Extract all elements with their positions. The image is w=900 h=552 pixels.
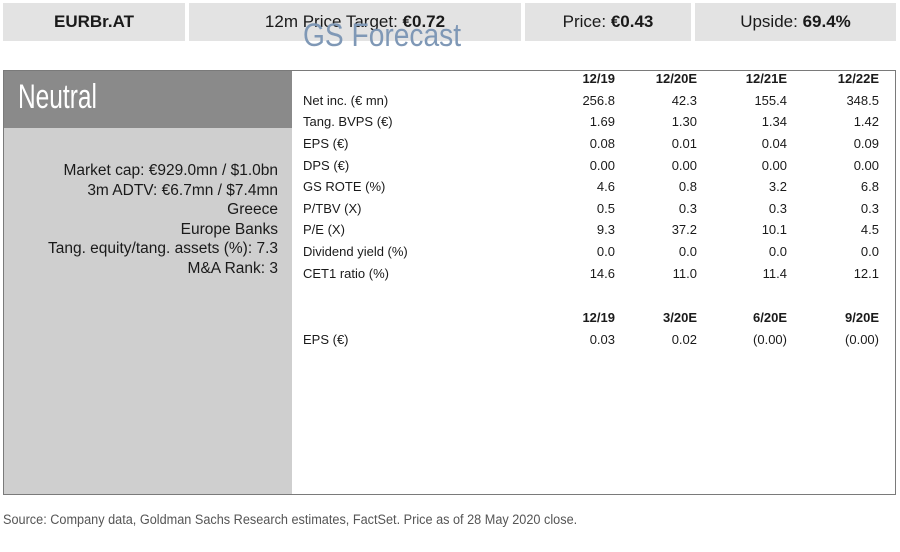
header-bar: EURBr.AT 12m Price Target: €0.72 Price: …: [3, 3, 896, 41]
table-cell: 0.0: [768, 244, 787, 260]
price-target-cell: 12m Price Target: €0.72: [189, 3, 521, 41]
table-row: P/TBV (X) 0.5 0.3 0.3 0.3: [303, 198, 879, 220]
price-target-value: €0.72: [402, 12, 446, 31]
table-header-row: 12/19 12/20E 12/21E 12/22E: [303, 68, 879, 90]
table-row: DPS (€) 0.00 0.00 0.00 0.00: [303, 154, 879, 176]
row-label: P/TBV (X): [303, 200, 362, 216]
table-cell: 0.8: [678, 179, 697, 195]
table-cell: 0.3: [768, 200, 787, 216]
table-cell: 12.1: [853, 265, 879, 281]
quarterly-forecast-table: 12/19 3/20E 6/20E 9/20E EPS (€) 0.03 0.02 (…: [303, 307, 879, 350]
table-cell: 0.00: [853, 157, 879, 173]
table-cell: 0.00: [761, 157, 787, 173]
column-header: 6/20E: [753, 310, 787, 326]
header-spacer: [303, 68, 513, 90]
table-cell: 0.5: [596, 200, 615, 216]
table-cell: 37.2: [671, 222, 697, 238]
table-cell: (0.00): [753, 331, 787, 347]
table-cell: 0.08: [589, 136, 615, 152]
table-cell: 1.34: [761, 114, 787, 130]
table-cell: 0.0: [678, 244, 697, 260]
column-header: 12/20E: [655, 71, 697, 87]
sector: Europe Banks: [180, 220, 278, 238]
table-cell: 0.03: [589, 331, 615, 347]
company-profile-panel: Neutral Market cap: €929.0mn / $1.0bn 3m…: [4, 71, 292, 494]
table-cell: 11.0: [672, 265, 697, 281]
column-header: 9/20E: [845, 310, 879, 326]
table-cell: 0.3: [678, 200, 697, 216]
table-cell: 0.3: [860, 200, 879, 216]
table-cell: 0.0: [596, 244, 615, 260]
upside-label: Upside:: [740, 12, 803, 31]
row-label: EPS (€): [303, 331, 349, 347]
table-cell: 14.6: [589, 265, 615, 281]
table-cell: (0.00): [845, 331, 879, 347]
ticker: EURBr.AT: [3, 3, 185, 41]
table-cell: 256.8: [582, 92, 615, 108]
table-cell: 3.2: [768, 179, 787, 195]
column-header: 12/22E: [837, 71, 879, 87]
adtv: 3m ADTV: €6.7mn / $7.4mn: [87, 181, 278, 199]
source-note: Source: Company data, Goldman Sachs Rese…: [3, 512, 578, 527]
table-cell: 9.3: [596, 222, 615, 238]
table-row: Dividend yield (%) 0.0 0.0 0.0 0.0: [303, 241, 879, 263]
table-cell: 6.8: [860, 179, 879, 195]
row-label: Tang. BVPS (€): [303, 114, 393, 130]
upside-value: 69.4%: [802, 12, 851, 31]
table-row: CET1 ratio (%) 14.6 11.0 11.4 12.1: [303, 262, 879, 284]
table-row: Tang. BVPS (€) 1.69 1.30 1.34 1.42: [303, 111, 879, 133]
column-header: 12/21E: [745, 71, 787, 87]
table-row: GS ROTE (%) 4.6 0.8 3.2 6.8: [303, 176, 879, 198]
table-cell: 11.4: [762, 265, 787, 281]
table-cell: 0.00: [589, 157, 615, 173]
row-label: P/E (X): [303, 222, 345, 238]
table-row: Net inc. (€ mn) 256.8 42.3 155.4 348.5: [303, 90, 879, 112]
table-cell: 4.5: [860, 222, 879, 238]
table-row: EPS (€) 0.03 0.02 (0.00) (0.00): [303, 329, 879, 351]
rating-label: Neutral: [18, 78, 97, 116]
table-row: P/E (X) 9.3 37.2 10.1 4.5: [303, 219, 879, 241]
table-cell: 0.09: [853, 136, 879, 152]
column-header: 3/20E: [663, 310, 697, 326]
table-cell: 155.4: [754, 92, 787, 108]
price-value: €0.43: [610, 12, 654, 31]
price-target-label: 12m Price Target:: [264, 12, 403, 31]
table-cell: 0.04: [761, 136, 787, 152]
upside-cell: Upside: 69.4%: [695, 3, 896, 41]
row-label: DPS (€): [303, 157, 350, 173]
table-cell: 0.01: [671, 136, 697, 152]
company-metadata: Market cap: €929.0mn / $1.0bn 3m ADTV: €…: [8, 161, 278, 278]
annual-forecast-table: 12/19 12/20E 12/21E 12/22E Net inc. (€ m…: [303, 68, 879, 284]
forecast-title: GS Forecast: [303, 17, 462, 53]
table-cell: 0.02: [671, 331, 697, 347]
table-cell: 4.6: [596, 179, 615, 195]
country: Greece: [227, 201, 278, 218]
row-label: CET1 ratio (%): [303, 265, 389, 281]
tang-equity-ratio: Tang. equity/tang. assets (%): 7.3: [47, 240, 278, 257]
row-label: EPS (€): [303, 136, 349, 152]
row-label: Net inc. (€ mn): [303, 92, 389, 108]
column-header: 12/19: [582, 71, 615, 87]
table-header-row: 12/19 3/20E 6/20E 9/20E: [303, 307, 879, 329]
table-cell: 348.5: [846, 92, 879, 108]
table-cell: 1.30: [671, 114, 697, 130]
market-cap: Market cap: €929.0mn / $1.0bn: [63, 162, 278, 179]
ma-rank: M&A Rank: 3: [187, 259, 278, 277]
price-label: Price:: [562, 12, 611, 31]
table-cell: 42.3: [671, 92, 697, 108]
table-row: EPS (€) 0.08 0.01 0.04 0.09: [303, 133, 879, 155]
table-cell: 0.00: [671, 157, 697, 173]
rating-bar: Neutral: [4, 71, 292, 128]
company-summary-box: Neutral Market cap: €929.0mn / $1.0bn 3m…: [3, 70, 896, 495]
table-cell: 0.0: [860, 244, 879, 260]
table-cell: 10.1: [761, 222, 787, 238]
row-label: Dividend yield (%): [303, 244, 408, 260]
row-label: GS ROTE (%): [303, 179, 386, 195]
table-cell: 1.42: [853, 114, 879, 130]
price-cell: Price: €0.43: [525, 3, 691, 41]
table-cell: 1.69: [589, 114, 615, 130]
header-spacer: [303, 307, 513, 329]
column-header: 12/19: [582, 310, 615, 326]
